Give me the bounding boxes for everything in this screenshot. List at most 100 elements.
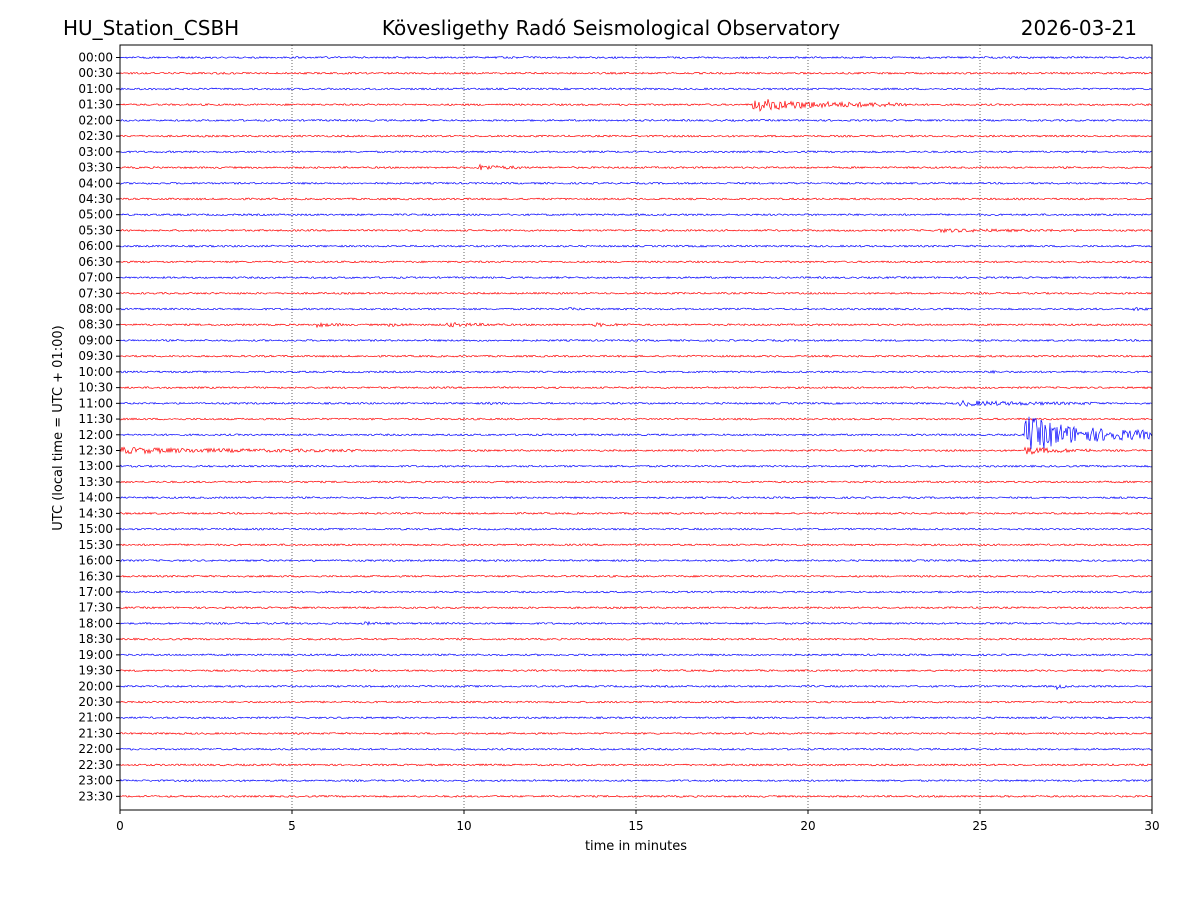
y-tick-label: 10:00	[78, 365, 113, 379]
y-tick-label: 21:30	[78, 726, 113, 740]
trace-1830	[119, 637, 1153, 641]
trace-0830	[119, 322, 1153, 329]
x-tick-label: 20	[800, 819, 815, 833]
trace-0700	[119, 276, 1153, 280]
trace-0130	[119, 99, 1153, 112]
trace-0600	[119, 244, 1153, 248]
trace-0800	[119, 307, 1153, 312]
y-tick-label: 14:30	[78, 506, 113, 520]
trace-1400	[119, 496, 1153, 500]
x-tick-label: 0	[116, 819, 124, 833]
trace-1230	[119, 446, 1153, 455]
y-tick-label: 07:00	[78, 271, 113, 285]
y-tick-label: 05:00	[78, 208, 113, 222]
trace-0930	[119, 354, 1153, 358]
x-tick-labels: 0 5 10 15 20 25 30	[116, 810, 1160, 833]
trace-1300	[119, 464, 1153, 468]
x-axis-label: time in minutes	[585, 839, 687, 854]
trace-2100	[119, 716, 1153, 720]
x-tick-label: 15	[628, 819, 643, 833]
trace-1100	[119, 399, 1153, 407]
y-tick-label: 19:30	[78, 664, 113, 678]
trace-0730	[119, 291, 1153, 295]
trace-0200	[119, 118, 1153, 122]
y-tick-label: 15:30	[78, 538, 113, 552]
y-tick-label: 04:00	[78, 176, 113, 190]
y-tick-label: 22:30	[78, 758, 113, 772]
y-tick-label: 08:00	[78, 302, 113, 316]
y-tick-label: 19:00	[78, 648, 113, 662]
trace-0300	[119, 150, 1153, 154]
y-tick-label: 11:30	[78, 412, 113, 426]
chart-title: Kövesligethy Radó Seismological Observat…	[382, 16, 840, 40]
y-tick-label: 12:30	[78, 444, 113, 458]
trace-2330	[119, 794, 1153, 798]
y-tick-label: 06:00	[78, 239, 113, 253]
y-tick-label: 16:00	[78, 554, 113, 568]
trace-2300	[119, 779, 1153, 783]
trace-1800	[119, 620, 1153, 626]
trace-layer	[119, 56, 1153, 798]
trace-1730	[119, 606, 1153, 610]
y-tick-label: 08:30	[78, 318, 113, 332]
trace-0630	[119, 260, 1153, 264]
y-tick-label: 02:00	[78, 113, 113, 127]
trace-1430	[119, 511, 1153, 515]
y-tick-label: 09:00	[78, 333, 113, 347]
y-tick-label: 03:00	[78, 145, 113, 159]
chart-date: 2026-03-21	[1021, 16, 1137, 40]
x-tick-label: 5	[288, 819, 296, 833]
trace-1530	[119, 543, 1153, 547]
y-tick-label: 14:00	[78, 491, 113, 505]
y-tick-label: 09:30	[78, 349, 113, 363]
y-tick-label: 10:30	[78, 381, 113, 395]
y-tick-label: 17:30	[78, 601, 113, 615]
y-tick-label: 17:00	[78, 585, 113, 599]
y-tick-label: 05:30	[78, 223, 113, 237]
trace-1500	[119, 527, 1153, 531]
trace-1000	[119, 369, 1153, 375]
y-tick-label: 22:00	[78, 742, 113, 756]
y-tick-label: 15:00	[78, 522, 113, 536]
trace-1030	[119, 386, 1153, 390]
trace-1930	[119, 669, 1153, 673]
x-tick-label: 10	[456, 819, 471, 833]
y-tick-label: 06:30	[78, 255, 113, 269]
trace-0400	[119, 181, 1153, 185]
y-tick-label: 04:30	[78, 192, 113, 206]
trace-2200	[119, 747, 1153, 751]
y-tick-label: 13:00	[78, 459, 113, 473]
y-tick-label: 02:30	[78, 129, 113, 143]
trace-0500	[119, 213, 1153, 217]
plot-frame	[119, 44, 1153, 811]
trace-2230	[119, 763, 1153, 767]
y-tick-label: 23:30	[78, 789, 113, 803]
trace-1200	[119, 416, 1153, 450]
trace-0530	[119, 227, 1153, 234]
trace-0100	[119, 87, 1153, 91]
trace-0000	[119, 56, 1153, 60]
x-tick-label: 30	[1144, 819, 1159, 833]
trace-1130	[119, 417, 1153, 421]
y-tick-label: 20:00	[78, 679, 113, 693]
y-tick-label: 00:30	[78, 66, 113, 80]
y-tick-label: 20:30	[78, 695, 113, 709]
y-tick-label: 12:00	[78, 428, 113, 442]
y-tick-label: 18:30	[78, 632, 113, 646]
y-tick-label: 13:30	[78, 475, 113, 489]
trace-0030	[119, 71, 1153, 75]
y-tick-label: 03:30	[78, 161, 113, 175]
trace-1330	[119, 480, 1153, 484]
trace-0230	[119, 134, 1153, 138]
station-name: HU_Station_CSBH	[63, 16, 239, 40]
y-tick-label: 01:30	[78, 98, 113, 112]
y-tick-label: 11:00	[78, 396, 113, 410]
trace-2130	[119, 731, 1153, 735]
y-axis-label: UTC (local time = UTC + 01:00)	[51, 325, 66, 530]
trace-1900	[119, 653, 1153, 657]
trace-0900	[119, 338, 1153, 343]
grid-lines	[291, 45, 981, 810]
trace-1630	[119, 574, 1153, 578]
